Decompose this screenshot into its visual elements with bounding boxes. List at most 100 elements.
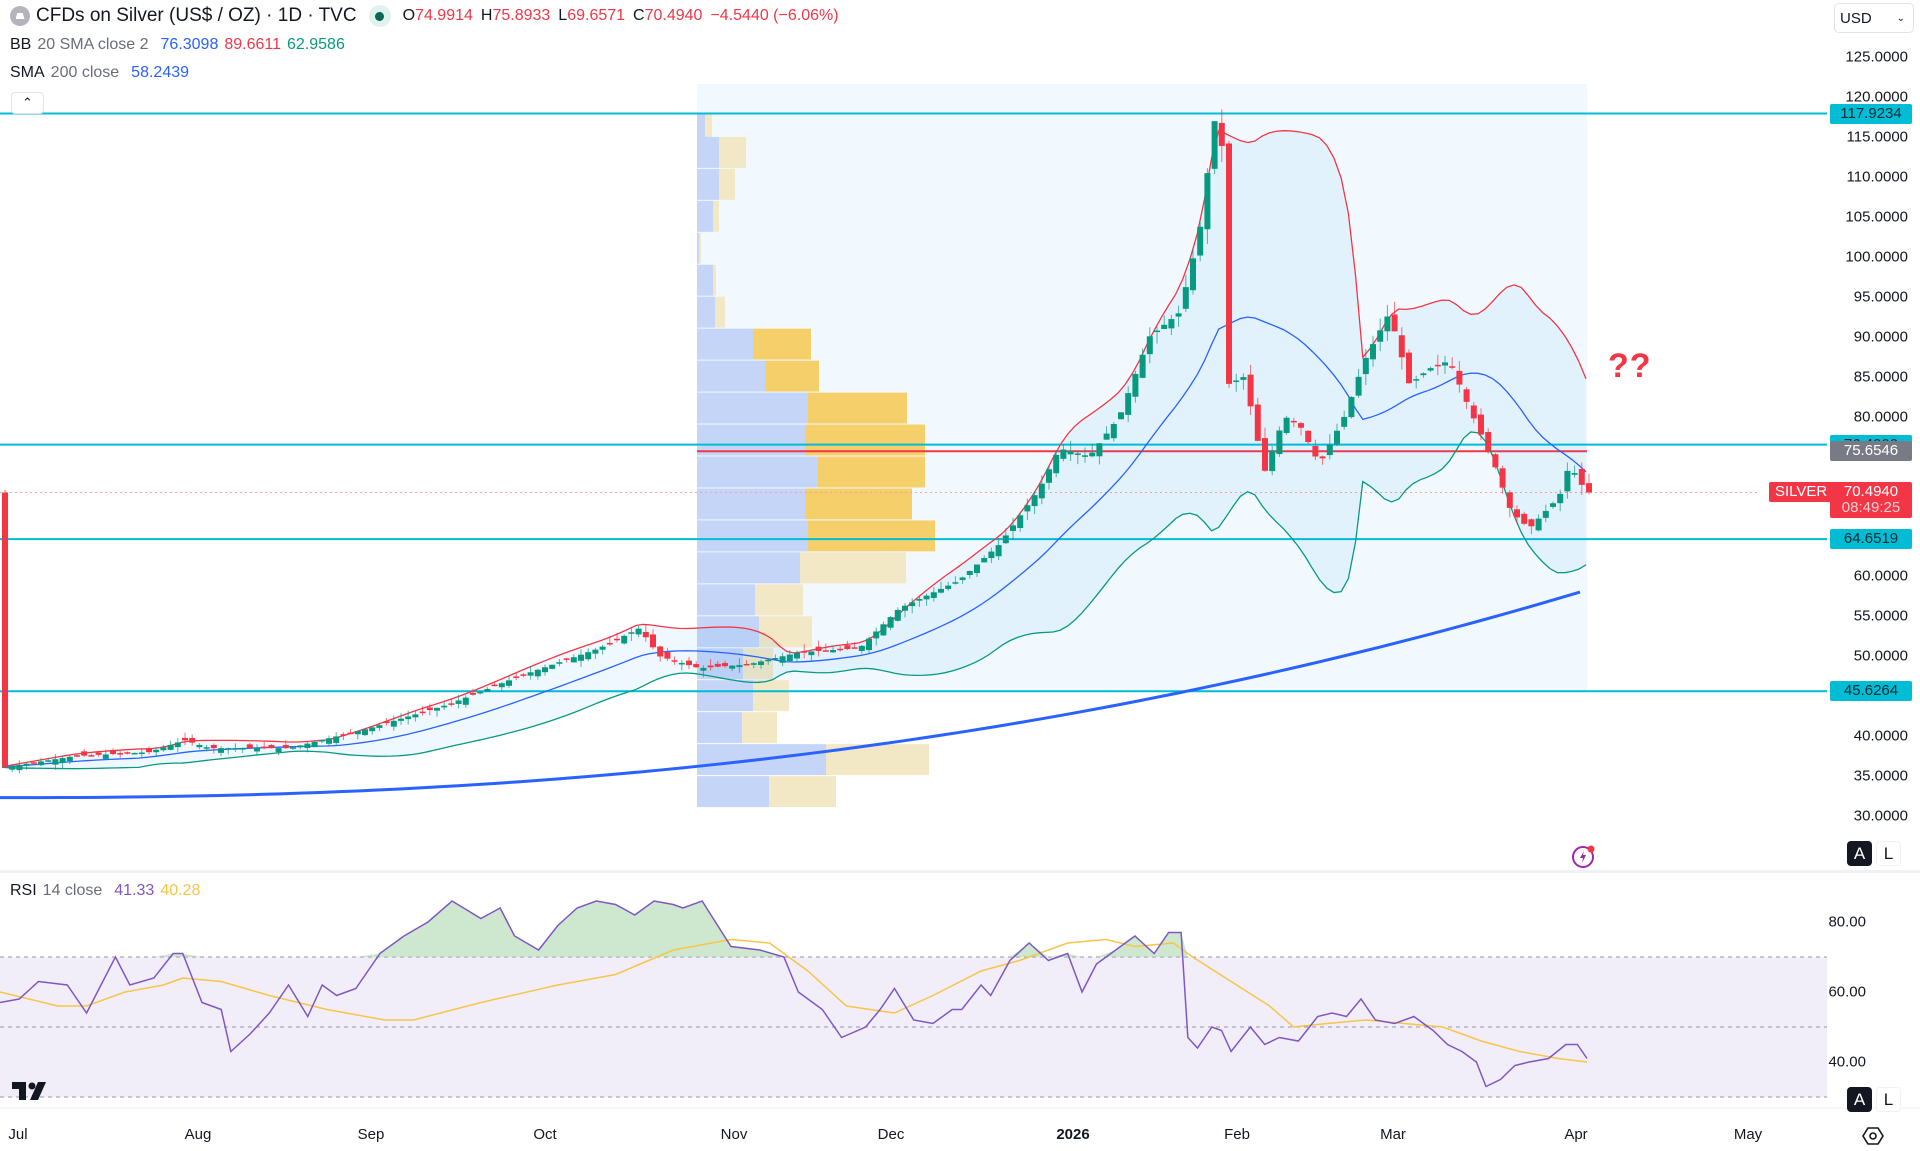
candle <box>498 682 505 692</box>
volume-profile-up <box>697 520 808 552</box>
candle <box>988 547 995 564</box>
candle <box>390 715 397 731</box>
candle <box>614 632 620 643</box>
candle <box>196 743 203 750</box>
candle <box>1182 274 1189 312</box>
collapse-legend-button[interactable]: ⌃ <box>11 92 44 114</box>
candle <box>426 703 433 716</box>
candle <box>1139 348 1146 379</box>
candle <box>801 644 808 659</box>
candle <box>880 621 887 637</box>
candle <box>174 738 181 752</box>
candle <box>354 730 361 740</box>
candle <box>678 660 685 671</box>
candle <box>513 672 520 681</box>
rsi-overbought-fill <box>0 901 1587 957</box>
candle <box>254 744 260 756</box>
time-tick: 2026 <box>1056 1126 1090 1143</box>
candle <box>59 755 66 768</box>
volume-profile-up <box>697 112 705 144</box>
close-value: 70.4940 <box>644 7 703 24</box>
rsi-log-scale-button[interactable]: L <box>1876 1087 1901 1112</box>
candle <box>462 695 469 708</box>
candle <box>167 740 174 751</box>
bb-upper-value: 89.6611 <box>224 36 282 53</box>
candle <box>1312 439 1319 461</box>
symbol-title[interactable]: CFDs on Silver (US$ / OZ) · 1D · TVC <box>36 5 357 26</box>
candle <box>405 710 412 725</box>
candle <box>671 656 678 665</box>
time-tick: Apr <box>1564 1126 1588 1143</box>
tradingview-logo-icon[interactable] <box>12 1082 52 1100</box>
volume-profile-down <box>805 488 912 520</box>
volume-profile-down <box>753 328 811 360</box>
candle <box>1175 305 1182 327</box>
sma-params: 200 close <box>50 64 120 81</box>
candle <box>210 743 217 754</box>
candle <box>743 660 750 666</box>
candle <box>383 718 390 726</box>
price-tick: 30.0000 <box>1853 807 1908 825</box>
candle <box>786 650 793 662</box>
candle <box>102 749 109 761</box>
bb-params: 20 SMA close 2 <box>37 36 149 53</box>
price-tick: 95.0000 <box>1853 288 1908 306</box>
symbol-tag: SILVER <box>1769 482 1834 502</box>
sma-legend[interactable]: SMA 200 close 58.2439 <box>10 64 189 82</box>
currency-select[interactable]: USD ⌄ <box>1834 3 1914 33</box>
candle <box>1146 327 1153 364</box>
log-scale-button[interactable]: L <box>1876 841 1901 866</box>
auto-scale-button[interactable]: A <box>1847 841 1872 866</box>
rsi-legend[interactable]: RSI 14 close 41.33 40.28 <box>10 882 200 900</box>
candle <box>261 741 268 750</box>
candle <box>1442 355 1448 374</box>
candle <box>275 748 282 756</box>
candle <box>916 596 923 607</box>
settings-gear-icon[interactable] <box>1862 1126 1884 1146</box>
price-tick: 40.0000 <box>1853 727 1908 745</box>
range-box <box>697 84 1587 692</box>
candle <box>232 743 239 752</box>
pane-separator[interactable] <box>0 870 1920 873</box>
rsi-auto-scale-button[interactable]: A <box>1847 1087 1872 1112</box>
volume-profile-down <box>808 392 907 424</box>
candle <box>1578 462 1585 495</box>
bb-lower-value: 62.9586 <box>287 36 345 53</box>
rsi-scale-mode: A L <box>1847 1087 1901 1112</box>
candle <box>1017 512 1024 532</box>
candle <box>714 660 721 668</box>
candle <box>1024 498 1031 521</box>
rsi-ma-line <box>0 938 1588 1063</box>
chart-header: CFDs on Silver (US$ / OZ) · 1D · TVC O74… <box>10 5 839 27</box>
candle <box>1427 366 1434 373</box>
time-tick: Oct <box>533 1126 557 1143</box>
candle <box>1485 428 1492 454</box>
price-tick: 80.0000 <box>1853 408 1908 426</box>
candle <box>570 654 577 663</box>
lightning-alert-icon[interactable] <box>1570 843 1597 870</box>
horizontal-level-tag: 64.6519 <box>1830 529 1912 550</box>
candle <box>30 761 37 766</box>
candle <box>830 645 836 653</box>
candle <box>189 734 196 746</box>
volume-profile-down <box>765 360 819 392</box>
candle <box>88 753 95 757</box>
volume-profile-up <box>697 712 742 744</box>
candle <box>1031 491 1038 515</box>
candle <box>952 576 959 585</box>
candle <box>1247 364 1254 416</box>
candle <box>45 757 52 762</box>
candle <box>470 688 476 696</box>
candle <box>945 582 952 591</box>
question-marks-annotation[interactable]: ?? <box>1608 347 1652 385</box>
bb-legend[interactable]: BB 20 SMA close 2 76.3098 89.6611 62.958… <box>10 36 345 54</box>
candle <box>520 673 527 678</box>
candle <box>858 644 865 654</box>
volume-profile-down <box>713 200 719 232</box>
candle <box>1334 423 1340 447</box>
currency-value: USD <box>1840 9 1872 27</box>
time-tick: Aug <box>184 1126 212 1143</box>
bb-name: BB <box>10 36 32 53</box>
volume-profile-up <box>697 328 753 360</box>
